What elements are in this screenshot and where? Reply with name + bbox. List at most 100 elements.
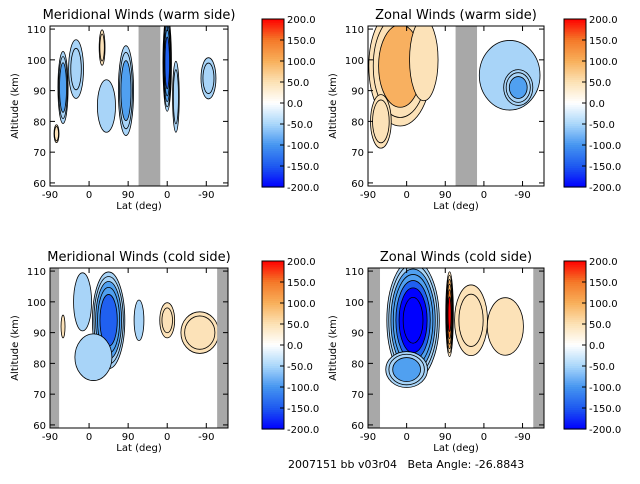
colorbar-swatch [564,71,586,75]
colorbar-swatch [262,271,284,275]
colorbar-tick-label: -50.0 [589,362,615,373]
colorbar-swatch [564,412,586,415]
colorbar-swatch [564,271,586,275]
y-tick-label: 110 [27,267,46,278]
colorbar-swatch [564,142,586,146]
y-axis-label: Altitude (km) [328,73,339,139]
colorbar-swatch [262,342,284,346]
colorbar-swatch [262,23,284,26]
colorbar-swatch [262,63,284,66]
y-tick-label: 90 [351,87,364,98]
colorbar-swatch [262,145,284,148]
colorbar-swatch [564,345,586,348]
colorbar-swatch [262,374,284,378]
colorbar-swatch [564,376,586,380]
colorbar-swatch [564,130,586,133]
y-tick-label: 90 [33,329,46,340]
x-tick-label: 90 [122,432,135,443]
colorbar-swatch [262,290,284,294]
colorbar-swatch [564,368,586,371]
contour-level [409,26,439,102]
x-tick-label: 0 [86,190,92,201]
colorbar-swatch [262,384,284,388]
panel-1: Zonal Winds (warm side) -90 0 90 0 -90 Lat (de… [328,8,621,212]
colorbar-swatch [262,399,284,403]
colorbar-swatch [564,273,586,277]
colorbar-swatch [564,40,586,43]
colorbar-swatch [262,159,284,163]
colorbar-swatch [564,56,586,60]
colorbar-swatch [564,44,586,47]
colorbar-swatch [262,426,284,430]
colorbar-swatch [564,292,586,296]
colorbar-tick-label: 200.0 [589,15,618,26]
colorbar-swatch [262,340,284,344]
contour-level [447,296,452,332]
colorbar-swatch [262,172,284,175]
y-tick-label: 60 [33,421,46,432]
colorbar-swatch [262,56,284,60]
plot-frame [49,267,229,429]
contour-level [508,76,528,99]
plot-frame [367,267,545,429]
colorbar-swatch [262,182,284,186]
colorbar-tick-label: -100.0 [589,141,621,152]
x-axis-label: Lat (deg) [433,443,479,454]
colorbar-swatch [262,292,284,296]
footer-caption: 2007151 bb v03r04 Beta Angle: -26.8843 [288,458,525,471]
colorbar-swatch [564,319,586,323]
colorbar-tick-label: -150.0 [287,162,319,173]
colorbar: 200.0 150.0 100.0 50.0 0.0 -50.0 -100.0 -150.0 -… [261,257,319,436]
x-tick-label: -90 [198,190,214,201]
colorbar-swatch [262,355,284,359]
colorbar-swatch [564,370,586,373]
colorbar-tick-label: -50.0 [287,120,313,131]
colorbar-swatch [564,336,586,340]
colorbar-swatch [262,422,284,426]
x-tick-label: -90 [42,190,58,201]
colorbar-swatch [564,84,586,87]
colorbar-swatch [564,138,586,142]
colorbar-swatch [262,288,284,291]
x-axis-label: Lat (deg) [116,201,162,212]
colorbar-swatch [262,132,284,136]
colorbar-swatch [564,134,586,138]
x-axis-label: Lat (deg) [116,443,162,454]
colorbar-swatch [262,67,284,70]
colorbar-swatch [262,324,284,327]
colorbar-swatch [262,395,284,399]
colorbar-swatch [262,282,284,285]
colorbar-swatch [262,126,284,129]
y-tick-label: 80 [33,117,46,128]
colorbar-swatch [262,121,284,125]
contour-level [486,297,524,356]
colorbar-swatch [564,161,586,165]
colorbar-swatch [262,294,284,298]
colorbar-tick-label: 150.0 [589,36,618,47]
colorbar-swatch [262,73,284,77]
colorbar-swatch [262,345,284,348]
colorbar-swatch [564,342,586,346]
colorbar-swatch [564,397,586,401]
plot-frame [367,25,545,187]
colorbar-swatch [564,174,586,178]
colorbar-swatch [262,315,284,319]
colorbar-tick-label: 200.0 [287,15,316,26]
chart-title: Zonal Winds (cold side) [380,250,532,265]
colorbar-swatch [564,298,586,302]
colorbar-swatch [564,168,586,171]
colorbar-swatch [262,147,284,150]
colorbar-swatch [262,35,284,39]
colorbar-tick-label: -100.0 [287,383,319,394]
colorbar-swatch [262,54,284,58]
colorbar-tick-label: -200.0 [589,183,621,194]
chart-title: Meridional Winds (cold side) [47,250,230,265]
plot-area [50,26,228,186]
contour-level [120,60,132,121]
colorbar-swatch [262,389,284,392]
colorbar-swatch [564,424,586,428]
y-tick-label: 70 [351,148,364,159]
colorbar-swatch [564,380,586,384]
colorbar-swatch [564,408,586,411]
